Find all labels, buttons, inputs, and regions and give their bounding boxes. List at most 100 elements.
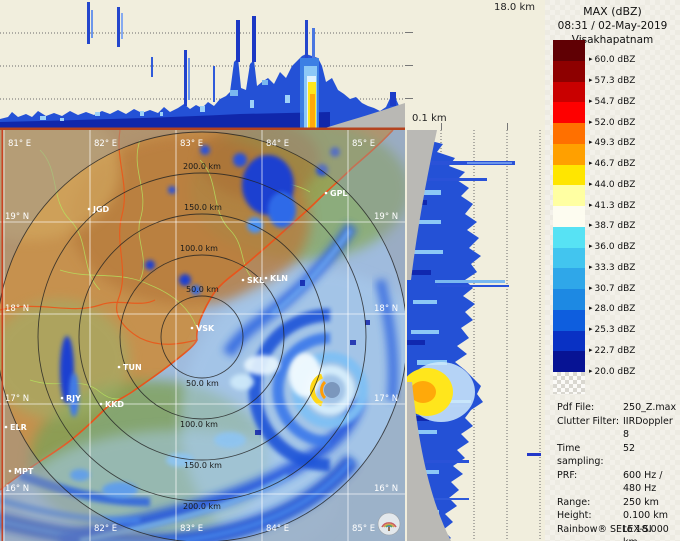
state-borders bbox=[0, 130, 198, 345]
lon-label: 84° E bbox=[266, 524, 289, 534]
transparency-checker bbox=[553, 372, 585, 394]
legend-band bbox=[553, 206, 585, 227]
legend-label: ▸ 30.7 dBZ bbox=[589, 283, 636, 294]
range-ring-label: 150.0 km bbox=[184, 461, 222, 470]
lat-label: 19° N bbox=[5, 212, 29, 222]
metadata-label: PRF: bbox=[557, 469, 578, 481]
metadata-value: 600 Hz / 480 Hz bbox=[623, 469, 663, 495]
lat-label: 16° N bbox=[374, 484, 398, 494]
lat-label: 18° N bbox=[374, 304, 398, 314]
city-dot bbox=[241, 278, 245, 282]
city-label: TUN bbox=[123, 363, 142, 372]
range-ring-label: 200.0 km bbox=[183, 162, 221, 171]
legend-label: ▸ 41.3 dBZ bbox=[589, 200, 636, 211]
metadata-label: Range: bbox=[557, 496, 591, 508]
metadata-value: 250 km bbox=[623, 496, 659, 508]
legend-band bbox=[553, 330, 585, 352]
metadata-row: PRF: 600 Hz / 480 Hz bbox=[557, 469, 679, 496]
height-tick bbox=[441, 123, 442, 130]
lon-label: 83° E bbox=[180, 524, 203, 534]
metadata-row: Range: 250 km bbox=[557, 496, 679, 510]
below-beam-wedge-top bbox=[318, 103, 405, 130]
city-label: ELR bbox=[10, 423, 27, 432]
legend-label: ▸ 49.3 dBZ bbox=[589, 138, 636, 149]
lon-label: 81° E bbox=[8, 139, 31, 149]
lat-label: 17° N bbox=[374, 394, 398, 404]
legend-label: ▸ 46.7 dBZ bbox=[589, 159, 636, 169]
range-rings bbox=[0, 131, 405, 541]
city-label: SKL bbox=[247, 276, 264, 285]
range-ring-label: 50.0 km bbox=[186, 285, 219, 294]
lon-label: 82° E bbox=[94, 139, 117, 149]
legend-band bbox=[553, 123, 585, 144]
city-label: MPT bbox=[14, 467, 34, 476]
legend-band bbox=[553, 226, 585, 248]
latlon-grid bbox=[0, 130, 405, 541]
city-dot bbox=[117, 365, 121, 369]
city-dot bbox=[87, 207, 91, 211]
lat-label: 17° N bbox=[5, 394, 29, 404]
legend-label: ▸ 44.0 dBZ bbox=[589, 179, 636, 190]
metadata-label: Time sampling: bbox=[557, 442, 604, 468]
height-axis-max-label: 18.0 km bbox=[494, 2, 535, 13]
legend-label: ▸ 28.0 dBZ bbox=[589, 304, 636, 315]
city-label: JGD bbox=[92, 205, 110, 214]
reflectivity-profile-top bbox=[0, 2, 405, 130]
city-dot bbox=[8, 469, 12, 473]
legend-band bbox=[553, 102, 585, 123]
city-label: VSK bbox=[196, 324, 215, 333]
station-name: Visakhapatnam bbox=[571, 34, 654, 46]
height-tick bbox=[405, 32, 413, 33]
legend-band bbox=[553, 185, 585, 206]
out-of-range-dim bbox=[0, 130, 405, 541]
legend-band bbox=[553, 40, 585, 61]
legend-band bbox=[553, 81, 585, 103]
legend-label: ▸ 54.7 dBZ bbox=[589, 96, 636, 107]
lon-label: 84° E bbox=[266, 139, 289, 149]
coastline bbox=[0, 130, 394, 491]
height-tick bbox=[507, 123, 508, 130]
city-dot bbox=[60, 396, 64, 400]
city-dot bbox=[4, 425, 8, 429]
reflectivity-profile-right bbox=[407, 130, 515, 541]
city-label: GPL bbox=[330, 189, 348, 198]
legend-band bbox=[553, 309, 585, 331]
legend-band bbox=[553, 164, 585, 186]
lon-label: 82° E bbox=[94, 524, 117, 534]
map-top-border bbox=[0, 127, 405, 130]
city-label: KKD bbox=[105, 400, 124, 409]
legend-band bbox=[553, 289, 585, 310]
metadata-block: Pdf File: 250_Z.max Clutter Filter: IIRDopp… bbox=[557, 401, 679, 541]
legend-label: ▸ 20.0 dBZ bbox=[589, 366, 636, 377]
legend-band bbox=[553, 351, 585, 372]
product-title: MAX (dBZ) bbox=[583, 5, 642, 18]
city-label: KLN bbox=[270, 274, 288, 283]
legend-label: ▸ 33.3 dBZ bbox=[589, 262, 636, 273]
metadata-label: Height: bbox=[557, 510, 592, 521]
lon-label: 85° E bbox=[352, 524, 375, 534]
legend-label: ▸ 25.3 dBZ bbox=[589, 325, 636, 335]
legend-label: ▸ 38.7 dBZ bbox=[589, 221, 636, 232]
map-left-border bbox=[1, 130, 4, 541]
height-axis-min-label: 0.1 km bbox=[412, 113, 447, 124]
metadata-row: Pdf File: 250_Z.max bbox=[557, 401, 679, 415]
software-brand: Rainbow® SELEX-SI bbox=[557, 524, 652, 535]
below-beam-wedge-right bbox=[407, 130, 451, 541]
vertical-profile-right-panel bbox=[407, 130, 545, 541]
height-axis-corner: 18.0 km 0.1 km bbox=[405, 0, 545, 130]
legend-band bbox=[553, 247, 585, 269]
metadata-value: IIRDoppler 8 bbox=[623, 415, 673, 441]
timestamp: 08:31 / 02-May-2019 bbox=[557, 20, 668, 32]
height-tick bbox=[405, 65, 413, 66]
legend-label: ▸ 60.0 dBZ bbox=[589, 55, 636, 66]
city-dot bbox=[190, 326, 194, 330]
city-label: RJY bbox=[66, 394, 81, 403]
metadata-row: Clutter Filter: IIRDoppler 8 bbox=[557, 415, 679, 442]
lat-label: 18° N bbox=[5, 304, 29, 314]
ppi-map-panel: 81° E 82° E 83° E 84° E 85° E 82° E 83° E 84° E… bbox=[0, 130, 405, 541]
range-ring-label: 50.0 km bbox=[186, 379, 219, 388]
legend-band bbox=[553, 268, 585, 289]
metadata-value: 0.100 km to 18.000 km bbox=[623, 510, 669, 541]
metadata-label: Pdf File: bbox=[557, 402, 595, 413]
